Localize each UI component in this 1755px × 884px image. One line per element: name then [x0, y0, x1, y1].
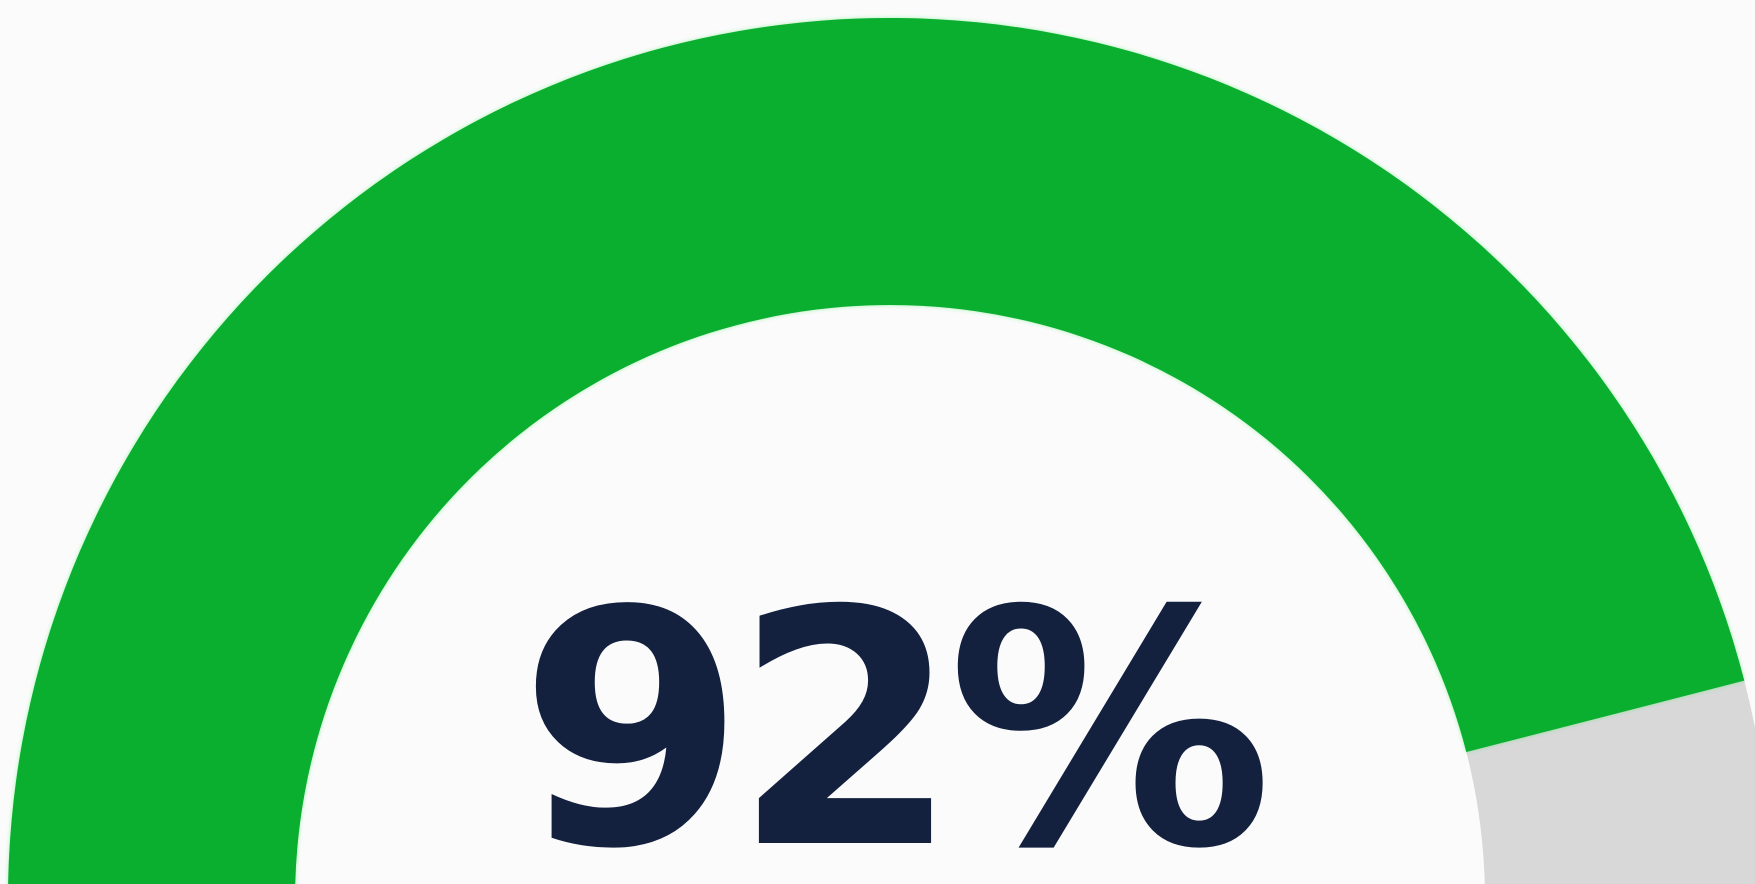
- gauge-fill: [8, 18, 1745, 884]
- gauge-value-label: 92%: [519, 541, 1267, 884]
